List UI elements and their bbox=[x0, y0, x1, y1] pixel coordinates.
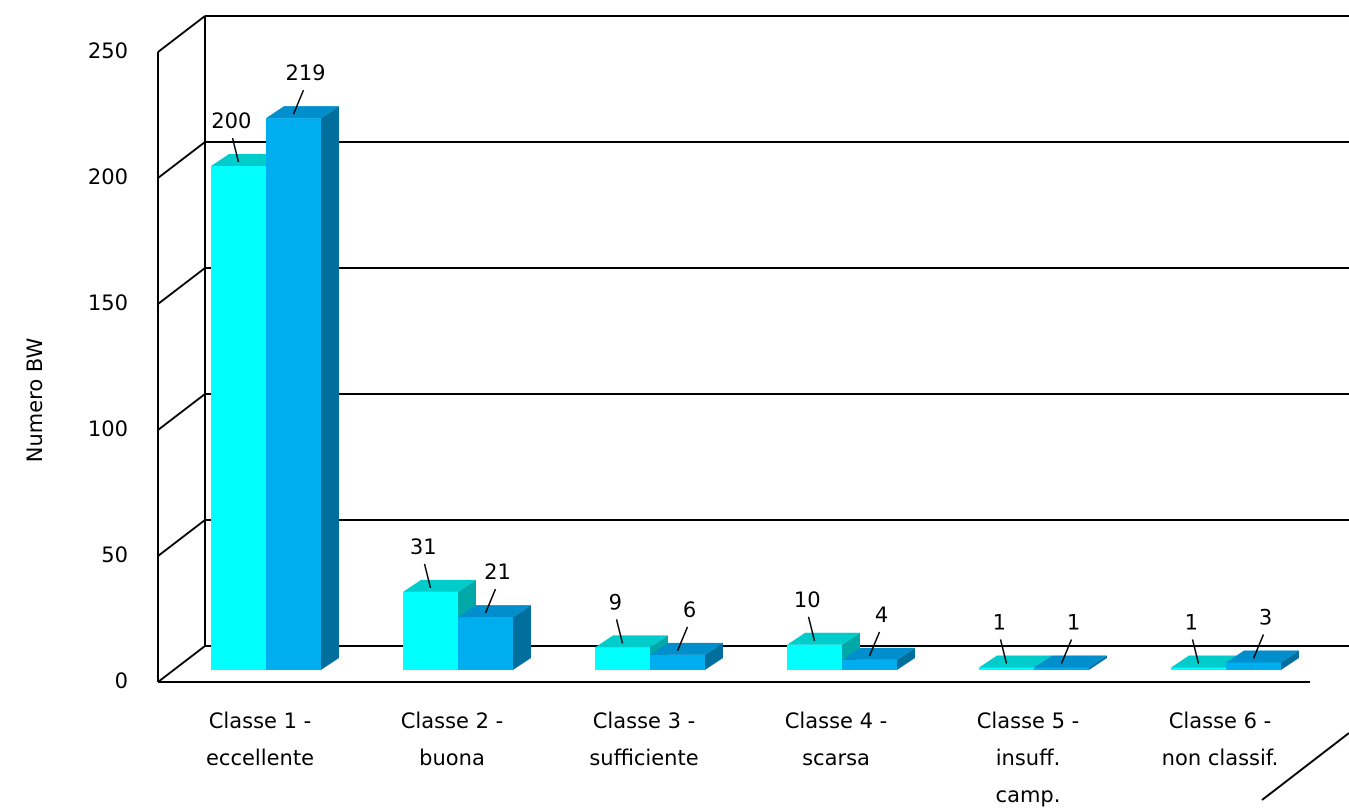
label-leader bbox=[999, 639, 1008, 664]
label-leader bbox=[484, 588, 497, 614]
grid-diagonal bbox=[157, 15, 206, 53]
x-tick-label: insuff. bbox=[996, 746, 1061, 770]
bar-top bbox=[1034, 655, 1107, 668]
floor-corner bbox=[1261, 732, 1349, 801]
x-tick-label: camp. bbox=[996, 783, 1061, 807]
y-tick-label: 250 bbox=[88, 39, 128, 63]
bar bbox=[650, 654, 705, 670]
bar bbox=[1034, 667, 1089, 670]
bar bbox=[458, 617, 513, 670]
x-tick-label: Classe 1 - bbox=[209, 709, 311, 733]
x-tick-label: Classe 5 - bbox=[977, 709, 1079, 733]
label-leader bbox=[1191, 639, 1200, 664]
grid-diagonal bbox=[157, 519, 206, 557]
bar bbox=[1171, 667, 1226, 670]
bar-top bbox=[595, 635, 668, 648]
bar-top bbox=[979, 655, 1052, 668]
label-leader bbox=[1060, 639, 1073, 664]
bar-top bbox=[403, 579, 476, 592]
data-label: 31 bbox=[410, 535, 437, 559]
x-tick-label: eccellente bbox=[206, 746, 314, 770]
y-tick-label: 200 bbox=[88, 165, 128, 189]
bar-side bbox=[1089, 655, 1107, 670]
grid-diagonal bbox=[157, 645, 206, 683]
label-leader bbox=[676, 626, 689, 652]
bar-side bbox=[897, 647, 915, 670]
bar bbox=[842, 659, 897, 670]
data-label: 1 bbox=[1067, 610, 1080, 634]
x-tick-label: Classe 2 - bbox=[401, 709, 503, 733]
bar bbox=[787, 644, 842, 670]
data-label: 3 bbox=[1259, 605, 1272, 629]
y-tick-label: 150 bbox=[88, 291, 128, 315]
data-label: 10 bbox=[794, 588, 821, 612]
bar-top bbox=[1171, 655, 1244, 668]
bar-side bbox=[321, 106, 339, 671]
bar-side bbox=[513, 605, 531, 670]
x-tick-label: scarsa bbox=[802, 746, 870, 770]
data-label: 4 bbox=[875, 603, 888, 627]
bar bbox=[1226, 662, 1281, 670]
bar-side bbox=[1281, 650, 1299, 670]
grid-diagonal bbox=[157, 393, 206, 431]
bar-side bbox=[705, 642, 723, 670]
label-leader bbox=[615, 619, 624, 644]
bar-top bbox=[842, 647, 915, 660]
bar-top bbox=[211, 154, 284, 166]
label-leader bbox=[868, 631, 881, 657]
x-tick-label: non classif. bbox=[1162, 746, 1279, 770]
y-tick-label: 50 bbox=[101, 543, 128, 567]
y-axis-label: Numero BW bbox=[23, 338, 47, 463]
label-leader bbox=[292, 89, 305, 115]
bar-top bbox=[458, 605, 531, 618]
bar bbox=[211, 166, 266, 670]
data-label: 1 bbox=[1185, 610, 1198, 634]
label-leader bbox=[1252, 634, 1265, 659]
bar bbox=[266, 118, 321, 671]
bar-top bbox=[787, 632, 860, 645]
x-tick-label: buona bbox=[419, 746, 485, 770]
grid-diagonal bbox=[157, 267, 206, 305]
x-tick-label: Classe 4 - bbox=[785, 709, 887, 733]
label-leader bbox=[423, 563, 432, 589]
bar-top bbox=[266, 106, 339, 119]
x-tick-label: sufficiente bbox=[589, 746, 698, 770]
bar bbox=[403, 591, 458, 670]
bar-top bbox=[1226, 650, 1299, 663]
bar bbox=[979, 667, 1034, 670]
bar-top bbox=[650, 642, 723, 655]
data-label: 219 bbox=[285, 61, 325, 85]
data-label: 21 bbox=[484, 560, 511, 584]
y-tick-label: 100 bbox=[88, 417, 128, 441]
y-tick-label: 0 bbox=[115, 669, 128, 693]
x-tick-label: Classe 6 - bbox=[1169, 709, 1271, 733]
data-label: 1 bbox=[993, 610, 1006, 634]
data-label: 200 bbox=[211, 109, 251, 133]
grid-diagonal bbox=[157, 141, 206, 179]
bar bbox=[595, 647, 650, 670]
data-label: 9 bbox=[609, 590, 622, 614]
data-label: 6 bbox=[683, 598, 696, 622]
x-tick-label: Classe 3 - bbox=[593, 709, 695, 733]
label-leader bbox=[807, 616, 816, 641]
label-leader bbox=[231, 137, 240, 163]
